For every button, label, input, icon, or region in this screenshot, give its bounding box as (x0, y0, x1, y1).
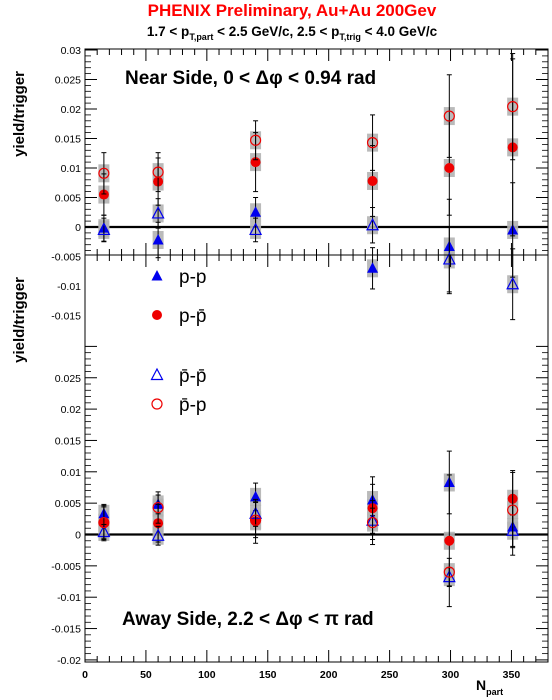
data-point (249, 134, 262, 146)
y-tick-label: 0 (75, 530, 81, 542)
legend-marker (151, 398, 163, 410)
chart-subtitle: 1.7 < pT,part < 2.5 GeV/c, 2.5 < pT,trig… (147, 24, 438, 42)
data-point (151, 206, 165, 219)
y-tick-label: 0.02 (61, 404, 82, 416)
y-tick-label: 0.015 (55, 134, 81, 146)
panel-annotation: Near Side, 0 < Δφ < 0.94 rad (125, 68, 376, 89)
y-tick-label: -0.01 (57, 592, 81, 604)
data-point (442, 252, 456, 265)
y-tick-label: -0.005 (51, 561, 81, 573)
legend-item-pbarpbar: p̄-p̄ (150, 366, 206, 387)
data-point (506, 276, 520, 290)
x-axis-label: Npart (476, 677, 503, 697)
x-ticks (84, 49, 549, 255)
subtitle-part-1: 1.7 < p (147, 24, 189, 39)
x-tick-label: 150 (259, 669, 277, 681)
legend-marker (152, 310, 162, 320)
y-tick-label: 0.005 (55, 193, 81, 205)
y-tick-label: -0.01 (57, 281, 81, 293)
data-point (366, 516, 379, 529)
series-pp-marks (97, 198, 520, 321)
data-point (98, 167, 110, 179)
legend-label: p̄-p̄ (179, 366, 206, 387)
data-point (98, 516, 110, 529)
data-point (444, 163, 455, 173)
y-tick-label: -0.02 (57, 655, 81, 667)
series-pp (98, 97, 519, 183)
legend-marker (151, 270, 163, 281)
x-tick-label: 100 (198, 669, 216, 681)
y-tick-label: 0 (75, 222, 81, 234)
legend-item-ppbar: p-p̄ (152, 306, 206, 327)
y-tick-label: -0.015 (51, 311, 81, 323)
panel-annotation: Away Side, 2.2 < Δφ < π rad (122, 609, 374, 630)
series-pp-marks (98, 471, 519, 587)
data-point (444, 535, 455, 546)
y-tick-label: -0.015 (51, 624, 81, 636)
panel-top: 0.03 0.025 0.02 0.015 0.01 0.005 0 -0.005 -0.01 -… (11, 45, 549, 323)
x-tick-label: 250 (381, 669, 399, 681)
panels: 0.03 0.025 0.02 0.015 0.01 0.005 0 -0.005 -0.01 -… (11, 45, 549, 667)
subtitle-part-3: < 4.0 GeV/c (361, 24, 438, 39)
data-point (250, 490, 262, 502)
data-point (152, 501, 164, 514)
data-point (366, 217, 380, 231)
y-axis: 0.03 0.025 0.02 0.015 0.01 0.005 0 -0.005 -0.01 -… (51, 45, 548, 323)
legend-label: p-p̄ (179, 306, 206, 327)
data-point (152, 233, 164, 245)
y-axis-label: yield/trigger (11, 71, 28, 157)
data-point (249, 222, 263, 236)
x-tick-label: 200 (320, 669, 338, 681)
data-point (507, 101, 519, 113)
data-layer (97, 53, 520, 321)
data-point (249, 514, 262, 526)
x-tick-label: 0 (82, 669, 88, 681)
data-point (152, 166, 164, 178)
x-axis-label-main: N (476, 677, 486, 693)
y-tick-label: -0.005 (51, 252, 81, 264)
legend-label: p̄-p (179, 395, 206, 416)
y-tick-label: 0.02 (61, 104, 82, 116)
data-point (97, 222, 111, 236)
y-tick-label: 0.01 (61, 467, 82, 479)
y-tick-label: 0.03 (61, 45, 82, 57)
subtitle-sub-1: T,part (189, 32, 213, 42)
y-tick-label: 0.01 (61, 163, 82, 175)
data-point (443, 110, 455, 122)
y-tick-label: 0.015 (55, 435, 81, 447)
y-axis: 0.025 0.02 0.015 0.01 0.005 0 -0.005 -0.01 -0.01… (51, 345, 548, 667)
y-axis-label: yield/trigger (11, 277, 28, 363)
x-axis-label-sub: part (486, 687, 503, 697)
data-point (250, 206, 262, 217)
legend-item-pbarp: p̄-p (151, 395, 206, 416)
x-ticks (84, 255, 549, 662)
data-point (507, 504, 519, 516)
legend-marker (150, 367, 164, 381)
legend-item-pp: p-p (151, 267, 206, 288)
subtitle-part-2: < 2.5 GeV/c, 2.5 < p (213, 24, 339, 39)
legend-label: p-p (179, 267, 206, 288)
panel-bottom: 0.025 0.02 0.015 0.01 0.005 0 -0.005 -0.01 -0.01… (11, 254, 549, 667)
x-tick-label: 350 (503, 669, 521, 681)
y-tick-label: 0.025 (55, 373, 81, 385)
data-layer (97, 450, 520, 608)
data-point (443, 566, 455, 578)
series-pp-marks (98, 53, 519, 195)
y-tick-label: 0.005 (55, 498, 81, 510)
x-tick-label: 50 (140, 669, 152, 681)
data-point (98, 189, 109, 200)
data-point (367, 262, 379, 273)
x-tick-label: 300 (442, 669, 460, 681)
data-point (366, 137, 379, 149)
subtitle-sub-2: T,trig (339, 32, 361, 42)
y-tick-label: 0.025 (55, 75, 81, 87)
data-point (151, 528, 165, 541)
chart-title: PHENIX Preliminary, Au+Au 200Gev (148, 1, 437, 20)
legend: p-p p-p̄ p̄-p̄ p̄-p (150, 267, 206, 416)
data-point (367, 175, 378, 186)
